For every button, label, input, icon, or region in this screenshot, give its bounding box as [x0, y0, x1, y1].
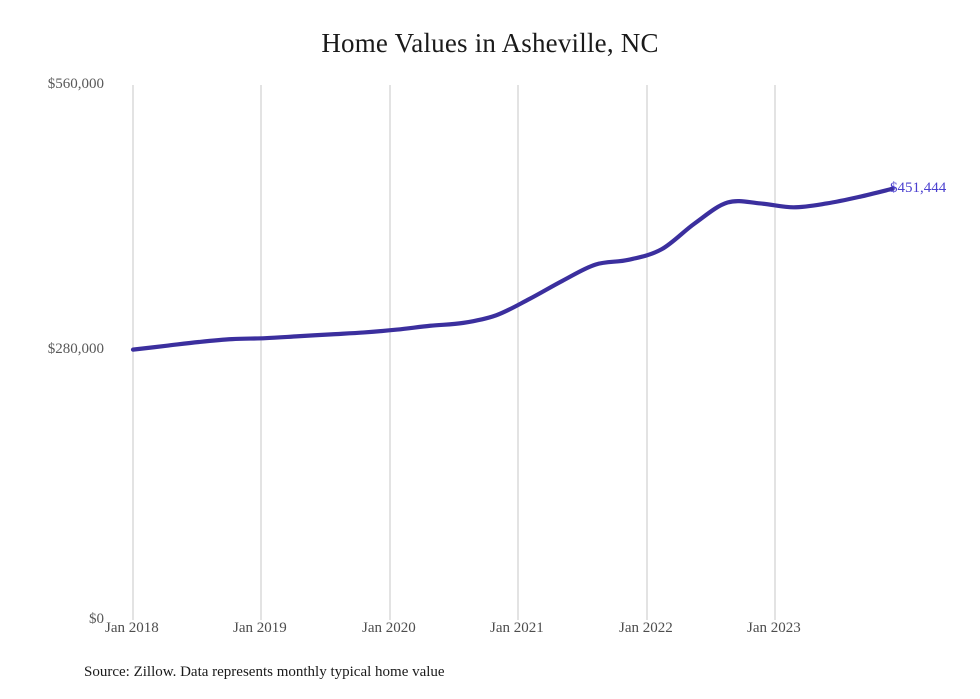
xtick-label-jan-2018: Jan 2018	[105, 620, 159, 636]
xtick-label-jan-2023: Jan 2023	[747, 620, 801, 636]
ytick-label-0: $0	[89, 611, 104, 627]
data-line-typical-home-value	[130, 186, 895, 352]
source-note: Source: Zillow. Data represents monthly …	[84, 664, 445, 680]
gridlines	[132, 85, 776, 620]
xtick-label-jan-2021: Jan 2021	[490, 620, 544, 636]
xtick-label-jan-2020: Jan 2020	[362, 620, 416, 636]
xtick-label-jan-2022: Jan 2022	[619, 620, 673, 636]
chart-title: Home Values in Asheville, NC	[321, 28, 659, 58]
end-value-annotation: $451,444	[890, 179, 947, 196]
ytick-label-280000: $280,000	[47, 341, 104, 357]
ytick-label-560000: $560,000	[47, 76, 104, 92]
xtick-label-jan-2019: Jan 2019	[233, 620, 287, 636]
